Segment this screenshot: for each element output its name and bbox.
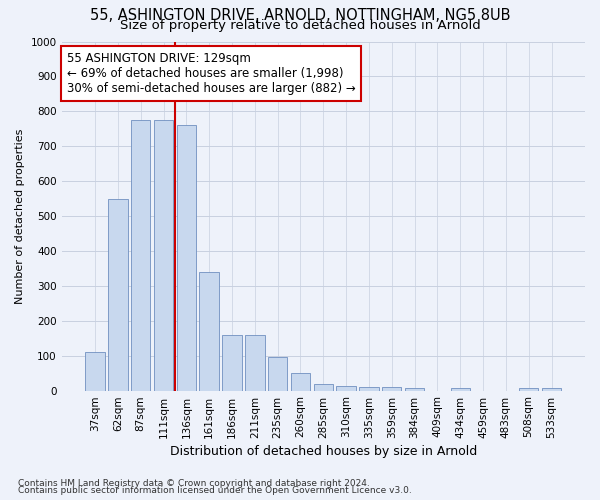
Bar (359, 387, 379, 390)
Bar (519, 388, 538, 390)
Text: Size of property relative to detached houses in Arnold: Size of property relative to detached ho… (119, 18, 481, 32)
Bar (85, 352, 105, 391)
Bar (382, 387, 401, 390)
Bar (451, 388, 470, 390)
Bar (199, 272, 219, 390)
Text: Contains HM Land Registry data © Crown copyright and database right 2024.: Contains HM Land Registry data © Crown c… (18, 478, 370, 488)
Bar (245, 334, 265, 390)
Bar (176, 126, 196, 390)
Bar (405, 388, 424, 390)
Bar (108, 198, 128, 390)
Bar (222, 334, 242, 390)
Y-axis label: Number of detached properties: Number of detached properties (15, 128, 25, 304)
Text: Contains public sector information licensed under the Open Government Licence v3: Contains public sector information licen… (18, 486, 412, 495)
Bar (542, 388, 561, 390)
Bar (268, 358, 287, 390)
Bar (314, 384, 333, 390)
X-axis label: Distribution of detached houses by size in Arnold: Distribution of detached houses by size … (170, 444, 477, 458)
Text: 55, ASHINGTON DRIVE, ARNOLD, NOTTINGHAM, NG5 8UB: 55, ASHINGTON DRIVE, ARNOLD, NOTTINGHAM,… (90, 8, 510, 22)
Text: 55 ASHINGTON DRIVE: 129sqm
← 69% of detached houses are smaller (1,998)
30% of s: 55 ASHINGTON DRIVE: 129sqm ← 69% of deta… (67, 52, 356, 95)
Bar (154, 120, 173, 390)
Bar (291, 373, 310, 390)
Bar (337, 386, 356, 390)
Bar (131, 120, 151, 390)
